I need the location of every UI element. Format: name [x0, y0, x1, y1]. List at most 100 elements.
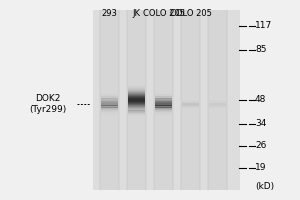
Bar	[209, 102, 226, 103]
Bar	[128, 99, 145, 100]
Bar	[182, 107, 199, 108]
Bar	[155, 103, 172, 104]
Bar	[128, 104, 145, 105]
Bar	[101, 105, 118, 106]
Bar	[208, 10, 227, 190]
Bar	[100, 10, 119, 190]
Bar	[101, 107, 118, 108]
Bar	[155, 94, 172, 95]
Bar	[209, 107, 226, 108]
Bar	[101, 94, 118, 95]
Bar	[101, 113, 118, 114]
Bar	[101, 99, 118, 100]
Bar	[128, 98, 145, 99]
Bar	[155, 96, 172, 97]
Bar	[101, 106, 118, 107]
Bar	[155, 95, 172, 96]
Bar	[182, 106, 199, 107]
Bar	[101, 96, 118, 97]
Bar	[101, 103, 118, 104]
Bar	[182, 104, 199, 105]
Bar	[209, 103, 226, 104]
Bar	[101, 111, 118, 112]
Text: 48: 48	[255, 96, 266, 104]
Bar	[101, 108, 118, 109]
Bar	[155, 97, 172, 98]
Bar	[181, 10, 200, 190]
Text: COLO 205: COLO 205	[142, 9, 184, 18]
Bar	[128, 110, 145, 112]
Bar	[128, 114, 145, 116]
Bar	[128, 108, 145, 109]
Bar	[209, 108, 226, 109]
Bar	[209, 100, 226, 101]
Bar	[101, 114, 118, 115]
Bar	[128, 102, 145, 103]
Bar	[182, 106, 199, 107]
Bar	[182, 99, 199, 100]
Bar	[209, 106, 226, 107]
Bar	[182, 108, 199, 109]
Bar	[128, 88, 145, 89]
Bar	[182, 100, 199, 101]
Bar	[128, 87, 145, 88]
Text: (kD): (kD)	[255, 182, 274, 190]
Bar	[182, 105, 199, 106]
Bar	[209, 106, 226, 107]
Bar	[154, 10, 173, 190]
Bar	[101, 98, 118, 99]
Bar	[128, 86, 145, 87]
Bar	[101, 95, 118, 96]
Bar	[128, 91, 145, 92]
Bar	[101, 94, 118, 95]
Text: 26: 26	[255, 142, 266, 150]
Bar	[209, 104, 226, 105]
Bar	[155, 102, 172, 103]
Bar	[209, 108, 226, 109]
Text: DOK2
(Tyr299): DOK2 (Tyr299)	[29, 94, 67, 114]
Bar	[101, 102, 118, 103]
Bar	[155, 109, 172, 110]
Bar	[93, 10, 240, 190]
Bar	[182, 108, 199, 109]
Bar	[155, 94, 172, 95]
Bar	[155, 111, 172, 112]
Bar	[209, 99, 226, 100]
Bar	[155, 113, 172, 114]
Bar	[155, 110, 172, 111]
Bar	[155, 104, 172, 105]
Bar	[128, 84, 145, 86]
Bar	[209, 107, 226, 108]
Bar	[128, 93, 145, 94]
Bar	[182, 103, 199, 104]
Bar	[182, 104, 199, 105]
Bar	[101, 98, 118, 99]
Bar	[101, 100, 118, 101]
Bar	[101, 97, 118, 98]
Bar	[128, 107, 145, 108]
Bar	[128, 113, 145, 115]
Bar	[155, 114, 172, 115]
Bar	[155, 98, 172, 99]
Bar	[128, 97, 145, 98]
Bar	[209, 103, 226, 104]
Bar	[101, 104, 118, 105]
Bar	[155, 106, 172, 107]
Bar	[155, 108, 172, 109]
Bar	[101, 109, 118, 110]
Bar	[128, 103, 145, 104]
Bar	[128, 105, 145, 106]
Bar	[155, 107, 172, 108]
Bar	[128, 89, 145, 90]
Bar	[155, 100, 172, 101]
Bar	[155, 99, 172, 100]
Text: 34: 34	[255, 119, 266, 129]
Bar	[128, 101, 145, 102]
Bar	[101, 105, 118, 106]
Bar	[128, 100, 145, 101]
Bar	[127, 10, 146, 190]
Bar	[182, 101, 199, 102]
Bar	[128, 95, 145, 96]
Bar	[101, 101, 118, 102]
Bar	[155, 96, 172, 97]
